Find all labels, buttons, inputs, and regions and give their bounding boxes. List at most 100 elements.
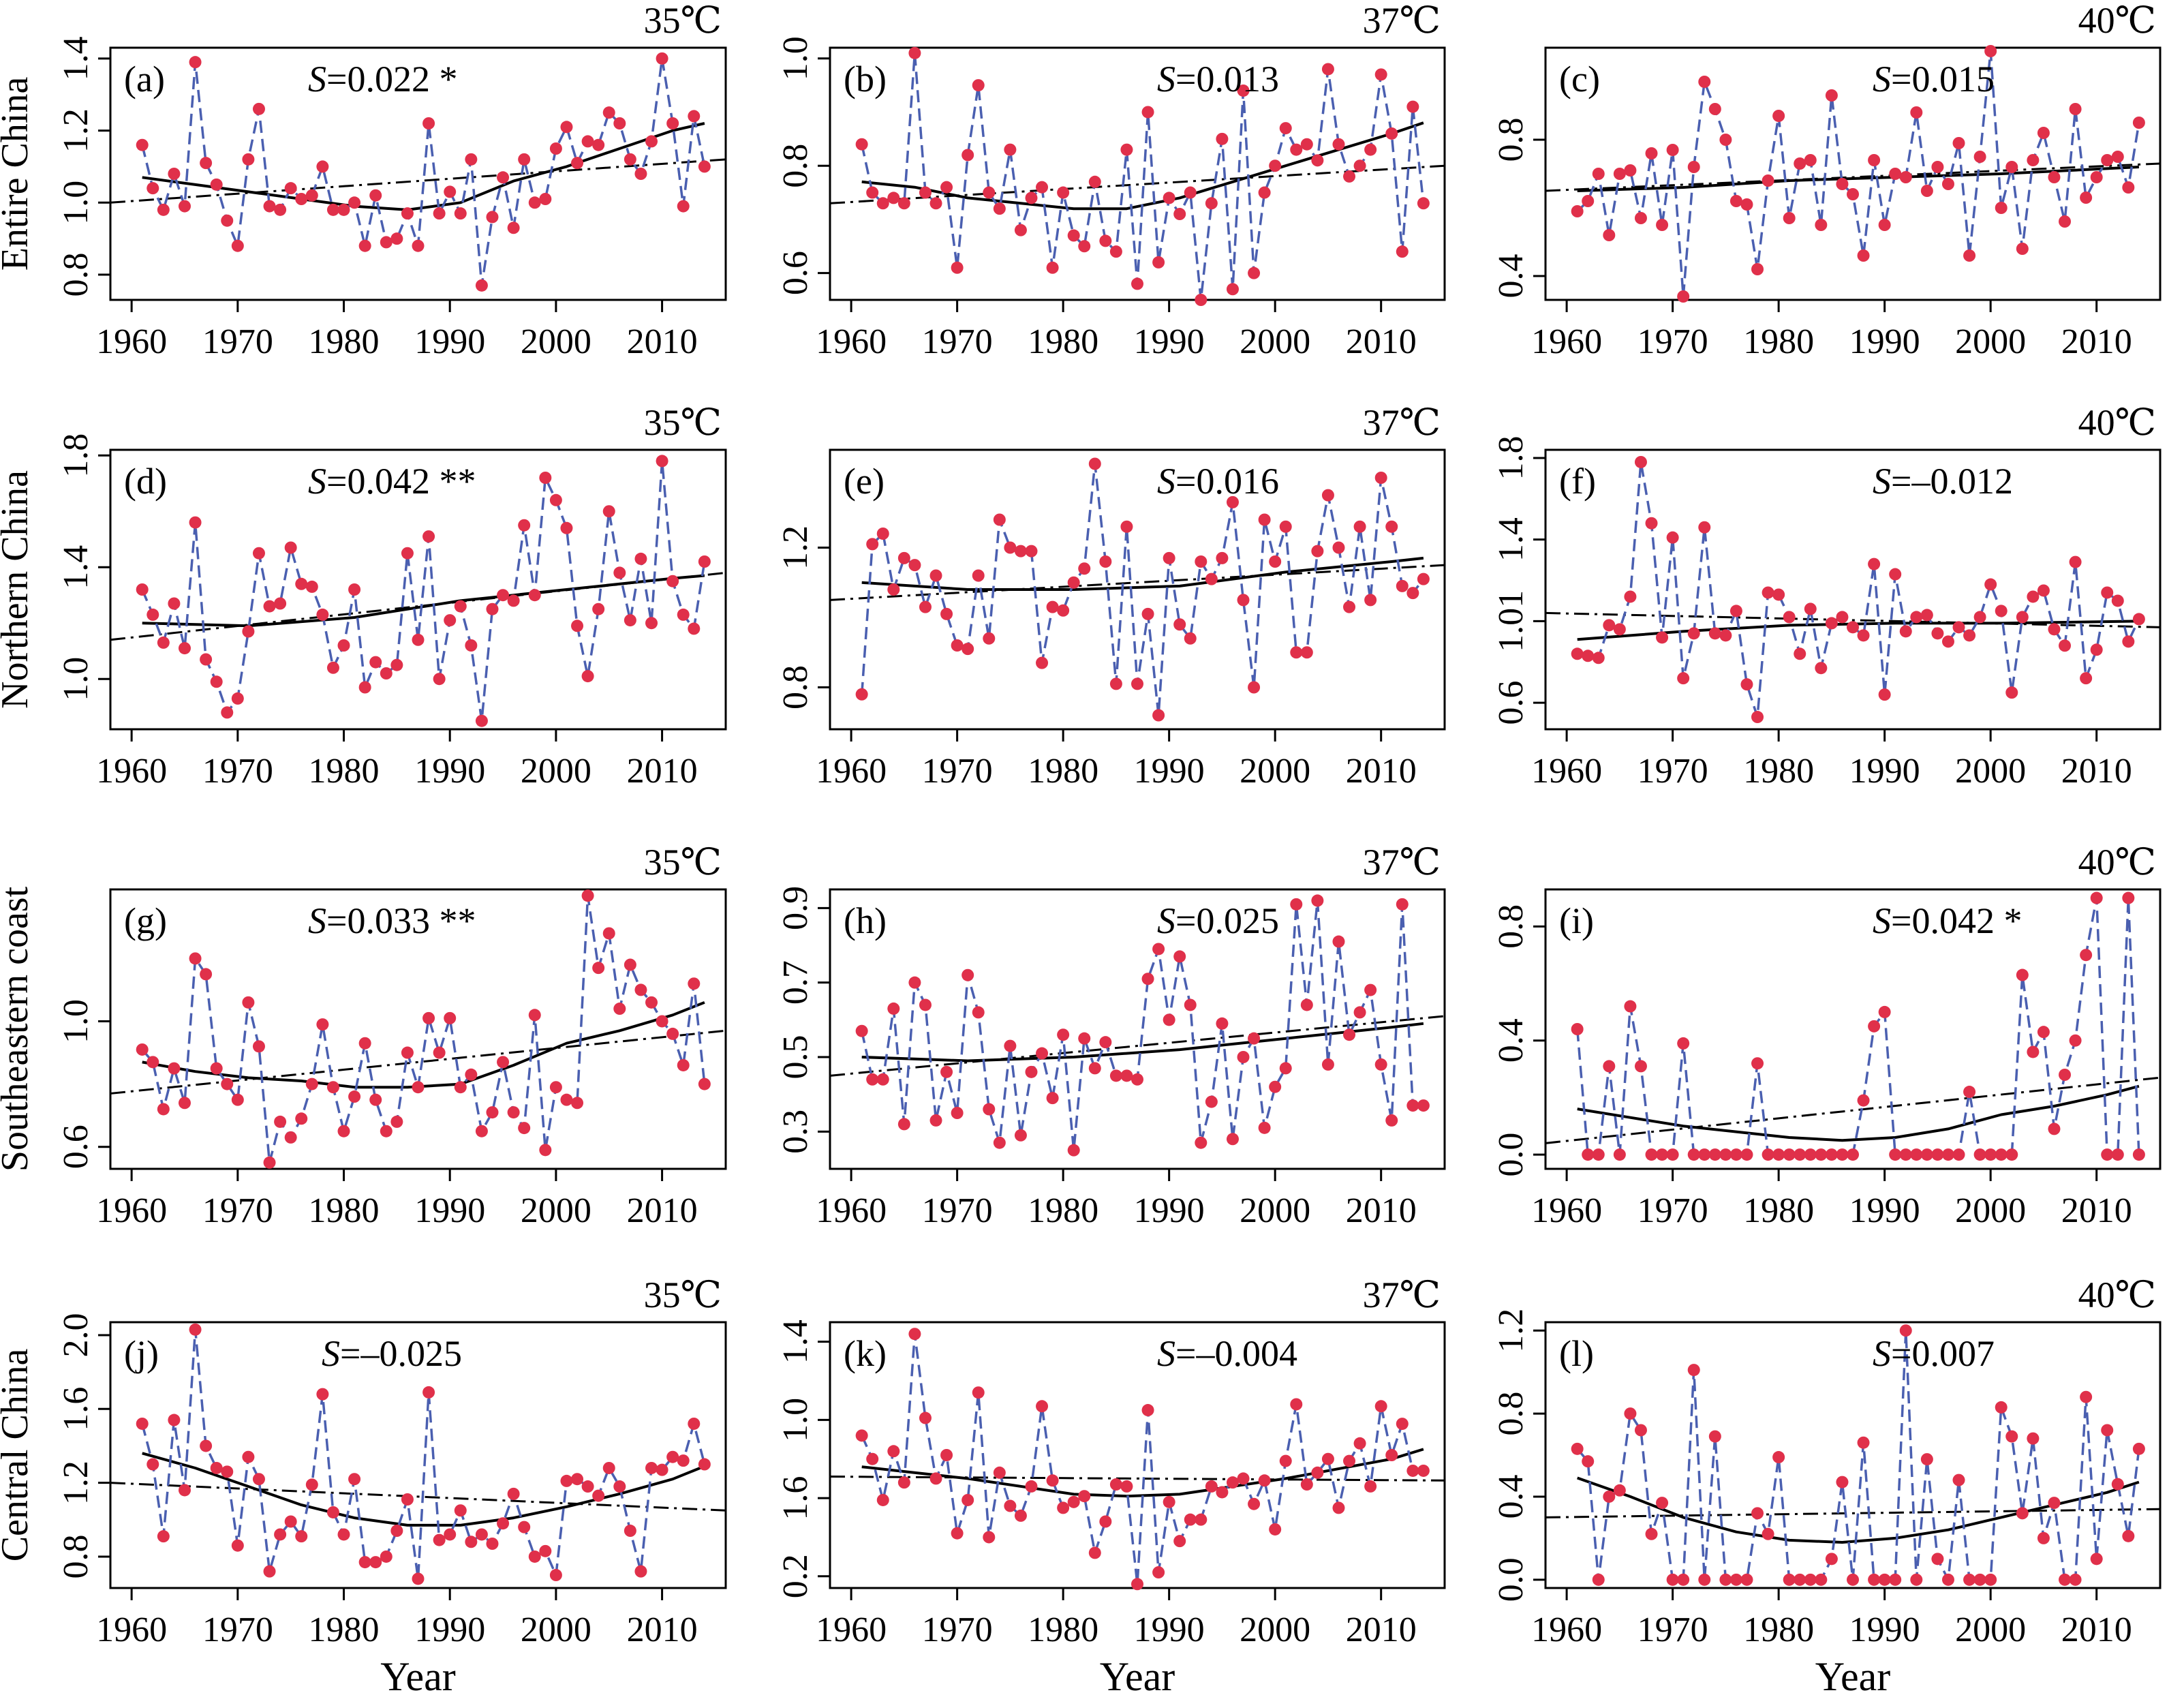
data-point [2059,639,2072,652]
data-point [634,168,647,180]
x-tick-label: 2010 [627,1610,698,1649]
data-point [1995,202,2008,214]
data-point [1973,151,1986,163]
x-tick-label: 1960 [1531,1191,1602,1230]
data-point [1687,161,1700,173]
data-point [507,222,520,234]
data-point [2111,594,2124,607]
data-point [2016,243,2029,255]
data-point [1963,1086,1976,1099]
temperature-label: 35℃ [644,1274,722,1315]
data-point [677,200,690,213]
data-point [2037,584,2050,597]
x-tick-label: 1980 [1743,322,1814,361]
y-tick-label: 1.4 [57,545,95,590]
panel-letter: (g) [124,900,167,941]
data-point [1163,192,1175,204]
data-point [1120,520,1133,533]
data-point [433,207,446,220]
data-point [908,46,921,59]
data-point [1910,1573,1923,1586]
data-point [528,589,541,602]
x-tick-label: 1990 [1134,322,1205,361]
data-point [1613,168,1626,180]
x-tick-label: 1960 [96,1191,167,1230]
data-point [486,211,499,224]
data-point [1152,943,1165,956]
data-point [1751,263,1764,275]
data-point [1343,1028,1356,1041]
data-point [1847,1573,1859,1586]
data-point [1973,1573,1986,1586]
data-point [358,1037,371,1050]
row-label: Northern China [0,470,36,709]
temperature-label: 40℃ [2078,842,2156,883]
data-point [178,642,191,655]
data-point [518,1122,531,1135]
slope-symbol: S [308,461,326,502]
data-point [897,1476,910,1489]
data-point [284,1515,297,1528]
data-point [908,976,921,989]
data-point [1120,1480,1133,1493]
data-point [972,1006,985,1019]
plot-frame [1544,1321,2162,1589]
data-point [2048,1497,2061,1510]
data-point [1794,157,1806,170]
data-point [602,505,615,518]
data-point [433,1533,446,1546]
x-tick-label: 2010 [627,752,698,791]
temperature-label: 35℃ [644,842,722,883]
data-point [677,608,690,621]
data-point [1300,998,1313,1011]
data-point [1592,1573,1605,1586]
data-point [284,1131,297,1144]
data-point [1343,1454,1356,1467]
data-point [369,656,382,669]
data-point [1868,1020,1881,1033]
slope-value: =0.016 [1175,461,1279,502]
data-point [919,600,932,613]
data-point [866,1073,879,1086]
data-point [1417,1464,1430,1477]
data-point [528,1009,541,1022]
data-point [454,207,467,220]
data-point [688,977,701,990]
data-point [539,1544,552,1557]
data-point [358,681,371,694]
data-point [592,962,605,975]
x-tick-label: 1970 [202,322,273,361]
linear-trend-line [1545,1508,2161,1518]
data-point [1815,1148,1828,1161]
data-point [1195,1513,1208,1526]
data-point [200,1439,213,1452]
data-point [1920,1453,1933,1466]
data-point [358,239,371,252]
data-point [295,577,308,590]
x-tick-label: 1970 [202,1610,273,1649]
data-point [1708,627,1721,640]
panel-letter: (h) [844,900,887,941]
data-point [231,1539,244,1552]
data-point [444,185,457,198]
linear-trend-line [829,564,1445,601]
data-point [1205,572,1218,585]
data-point [475,279,488,292]
data-point [866,1452,879,1465]
linear-trend-line [110,1482,726,1512]
data-point [1603,229,1616,241]
data-point [1078,562,1091,575]
data-point [401,1046,414,1059]
data-point [465,1068,478,1081]
data-point [1004,143,1017,156]
data-point [1300,1478,1313,1491]
data-point [1740,678,1753,691]
data-point [1343,600,1356,613]
x-tick-label: 1970 [1637,1191,1708,1230]
data-point [1216,551,1229,564]
slope-value: =–0.004 [1175,1333,1297,1374]
temperature-label: 40℃ [2078,402,2156,443]
data-point [549,493,562,506]
data-point [1857,629,1870,642]
x-tick-label: 1970 [202,752,273,791]
